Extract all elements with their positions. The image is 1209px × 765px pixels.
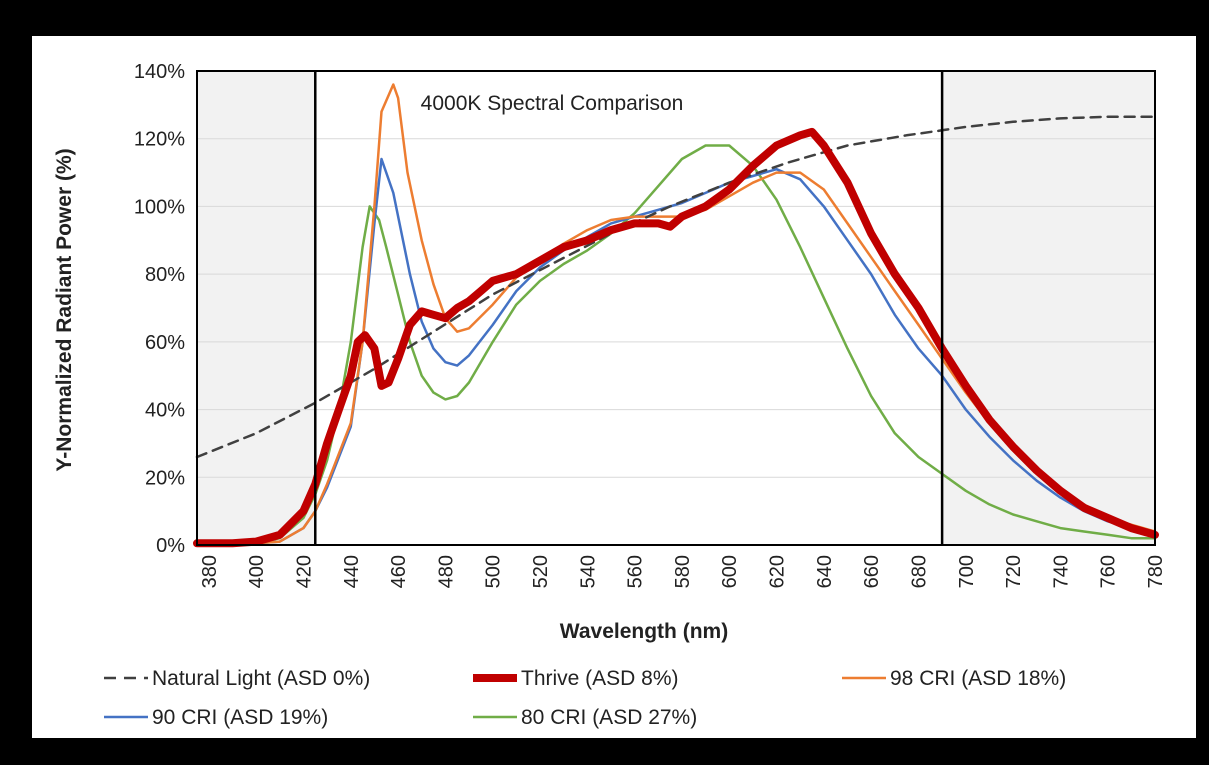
- x-tick-label: 440: [341, 555, 363, 588]
- x-tick-label: 520: [530, 555, 552, 588]
- x-tick-label: 400: [246, 555, 268, 588]
- x-tick-label: 420: [293, 555, 315, 588]
- x-tick-label: 640: [814, 555, 836, 588]
- y-tick-label: 80%: [145, 264, 185, 286]
- y-tick-label: 20%: [145, 467, 185, 489]
- chart-title: 4000K Spectral Comparison: [421, 92, 684, 115]
- spectral-chart: 0% 20% 40% 60% 80% 100% 120% 140% 380 400 420 440 4…: [53, 61, 1167, 729]
- x-tick-label: 460: [388, 555, 410, 588]
- legend-label-4: 80 CRI (ASD 27%): [521, 706, 697, 729]
- y-tick-label: 140%: [134, 61, 185, 83]
- legend-label-3: 90 CRI (ASD 19%): [152, 706, 328, 729]
- x-tick-label: 380: [199, 555, 221, 588]
- x-tick-label: 680: [908, 555, 930, 588]
- y-tick-label: 120%: [134, 129, 185, 151]
- y-tick-label: 100%: [134, 196, 185, 218]
- x-tick-label: 580: [672, 555, 694, 588]
- x-tick-label: 600: [719, 555, 741, 588]
- x-axis-title: Wavelength (nm): [560, 620, 728, 643]
- legend-label-1: Thrive (ASD 8%): [521, 667, 679, 690]
- y-tick-label: 40%: [145, 400, 185, 422]
- x-tick-label: 560: [625, 555, 647, 588]
- x-tick-label: 660: [861, 555, 883, 588]
- chart-card: 0% 20% 40% 60% 80% 100% 120% 140% 380 400 420 440 4…: [32, 36, 1196, 738]
- series-line-4: [195, 144, 1157, 545]
- shaded-region-1: [942, 71, 1155, 545]
- legend: Natural Light (ASD 0%) Thrive (ASD 8%) 98 …: [104, 667, 1066, 729]
- x-tick-label: 760: [1098, 555, 1120, 588]
- shaded-region-0: [197, 71, 316, 545]
- y-axis-title: Y-Normalized Radiant Power (%): [53, 148, 76, 471]
- x-tick-label: 620: [767, 555, 789, 588]
- x-tick-label: 700: [956, 555, 978, 588]
- x-tick-label: 720: [1003, 555, 1025, 588]
- legend-label-2: 98 CRI (ASD 18%): [890, 667, 1066, 690]
- x-tick-label: 540: [577, 555, 599, 588]
- series-line-0: [195, 115, 1157, 459]
- x-tick-label: 740: [1050, 555, 1072, 588]
- legend-label-0: Natural Light (ASD 0%): [152, 667, 370, 690]
- y-tick-label: 60%: [145, 332, 185, 354]
- series-line-1: [193, 127, 1159, 548]
- plot-area-border: [196, 70, 1156, 546]
- y-tick-label: 0%: [156, 535, 185, 557]
- x-tick-label: 480: [435, 555, 457, 588]
- x-tick-label: 780: [1145, 555, 1167, 588]
- x-tick-label: 500: [483, 555, 505, 588]
